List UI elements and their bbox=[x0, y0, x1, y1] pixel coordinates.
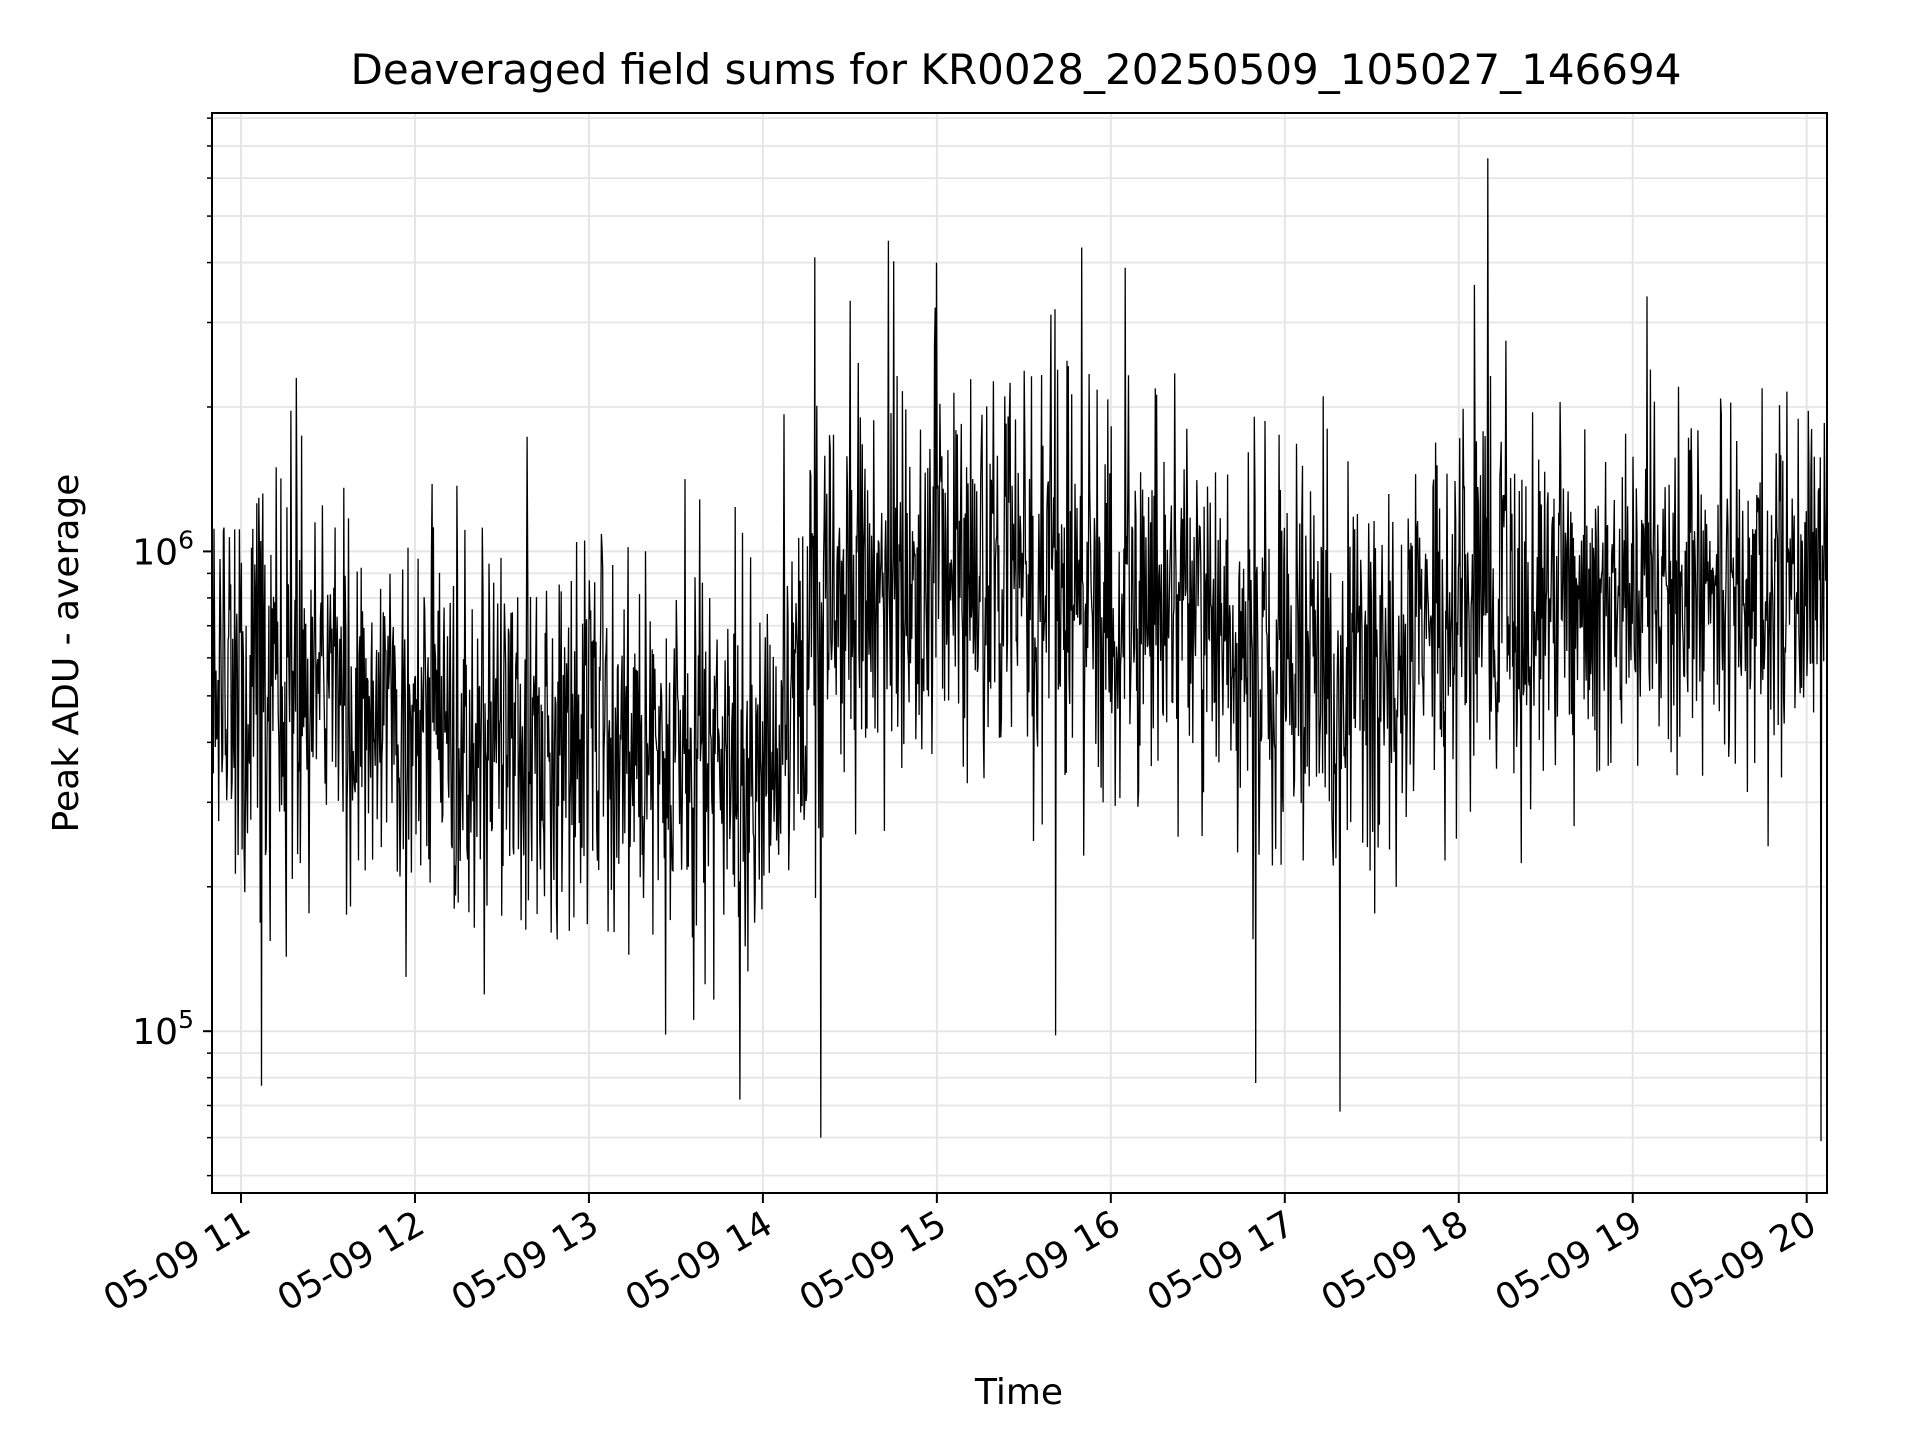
y-tick-label: 105 bbox=[132, 1005, 194, 1053]
plot-area-frame bbox=[211, 112, 1828, 1194]
x-axis-label: Time bbox=[974, 1372, 1063, 1413]
series-line-0 bbox=[211, 158, 1828, 1142]
y-tick-label: 106 bbox=[132, 525, 194, 573]
y-axis: 105 106 bbox=[132, 117, 212, 1177]
y-axis-label: Peak ADU - average bbox=[46, 474, 87, 833]
chart-title: Deaveraged field sums for KR0028_2025050… bbox=[351, 45, 1682, 94]
data-series bbox=[211, 158, 1828, 1142]
